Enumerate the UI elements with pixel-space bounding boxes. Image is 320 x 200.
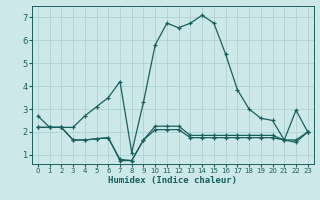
X-axis label: Humidex (Indice chaleur): Humidex (Indice chaleur)	[108, 176, 237, 185]
